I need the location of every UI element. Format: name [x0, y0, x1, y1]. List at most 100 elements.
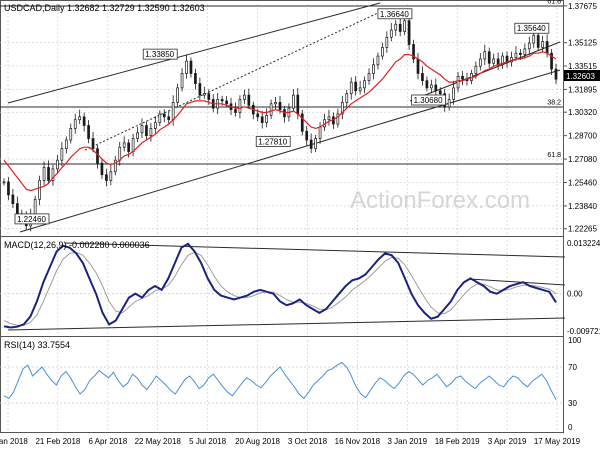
candle-body: [105, 174, 108, 181]
price-y-tick-label: 1.22265: [568, 225, 597, 234]
x-tick-label: 3 Oct 2018: [288, 437, 328, 446]
candle-body: [158, 113, 162, 123]
candle-body: [225, 100, 228, 105]
rsi-panel-title: RSI(14) 33.7554: [4, 340, 70, 350]
annotation-box: [411, 94, 447, 106]
candle-body: [2, 181, 6, 184]
lower-channel-line: [19, 69, 561, 233]
candle-body: [60, 148, 64, 161]
annotation-label: 1.33850: [145, 50, 174, 59]
annotation-label: 1.22460: [17, 215, 46, 224]
price-grid: [0, 4, 563, 234]
candle-body: [292, 94, 295, 109]
candle-body: [514, 52, 518, 58]
rsi-y-tick-label: 30: [568, 399, 577, 408]
price-y-tick-label: 1.31895: [568, 85, 597, 94]
candle-body: [523, 48, 527, 55]
macd-upper-trendline: [64, 242, 566, 258]
candle-body: [145, 125, 148, 136]
candle-body: [309, 139, 313, 149]
candle-body: [100, 162, 104, 176]
candle-body: [38, 180, 41, 200]
candle-body: [501, 55, 504, 66]
candle-body: [56, 159, 59, 170]
macd-panel-frame: [0, 236, 564, 337]
candle-body: [527, 42, 531, 50]
annotation-box: [255, 136, 291, 147]
annotation-box: [514, 22, 550, 34]
rsi-line: [3, 361, 557, 400]
candle-body: [492, 58, 496, 64]
candle-body: [256, 113, 260, 118]
candle-body: [398, 23, 402, 32]
candle-body: [483, 51, 487, 60]
candle-body: [122, 142, 126, 148]
candle-body: [113, 159, 117, 173]
current-price-marker: 1.32603: [564, 70, 600, 81]
candle-body: [118, 146, 122, 161]
candle-body: [554, 68, 558, 80]
candle-body: [336, 113, 340, 125]
x-tick-label: 6 Apr 2018: [88, 437, 127, 446]
candle-body: [327, 116, 331, 121]
rsi-y-tick-label: 100: [568, 336, 582, 345]
candle-body: [51, 168, 55, 181]
candle-body: [69, 128, 73, 141]
candle-body: [425, 80, 429, 89]
candle-body: [407, 20, 411, 45]
candle-body: [154, 122, 157, 129]
price-y-tick-label: 1.37675: [568, 2, 597, 11]
x-tick-labels: 8 Jan 2018 21 Feb 2018 6 Apr 2018 22 May 20…: [0, 437, 581, 446]
macd-line: [3, 242, 557, 329]
x-tick-label: 5 Jul 2018: [189, 437, 226, 446]
x-tick-label: 18 Feb 2019: [435, 437, 480, 446]
rsi-y-tick-labels: 100 70 30 0: [568, 336, 582, 432]
candle-body: [314, 138, 317, 149]
candle-body: [478, 58, 482, 67]
recent-support-line: [409, 41, 561, 102]
price-y-tick-label: 1.27080: [568, 155, 597, 164]
candle-body: [42, 167, 46, 181]
candle-body: [372, 64, 375, 74]
candle-body: [11, 194, 15, 204]
annotation-label: 1.35640: [517, 24, 546, 33]
candle-body: [82, 116, 86, 126]
candle-body: [131, 138, 135, 152]
candle-body: [376, 55, 380, 66]
candle-body: [136, 132, 139, 139]
candle-body: [247, 94, 251, 106]
candle-body: [545, 41, 549, 54]
candle-body: [461, 75, 464, 80]
candle-body: [16, 203, 19, 215]
price-trendlines: [0, 2, 563, 233]
x-tick-label: 8 Jan 2018: [0, 437, 28, 446]
macd-lower-trendline: [7, 317, 566, 331]
candle-body: [430, 84, 433, 89]
price-y-tick-label: 1.23840: [568, 202, 597, 211]
candle-body: [550, 52, 553, 70]
candle-body: [505, 55, 509, 63]
macd-trendlines: [7, 242, 566, 331]
price-y-tick-label: 1.25460: [568, 179, 597, 188]
candle-body: [438, 90, 442, 95]
candle-body: [363, 80, 366, 89]
candle-body: [47, 167, 50, 181]
macd-signal-line: [3, 251, 557, 326]
candle-body: [180, 73, 184, 89]
candle-body: [421, 73, 424, 82]
candle-body: [78, 116, 82, 121]
candle-body: [278, 102, 282, 110]
candle-body: [496, 58, 500, 66]
candle-body: [474, 65, 478, 74]
candle-body: [269, 103, 273, 116]
candle-body: [416, 58, 420, 74]
candle-body: [73, 119, 77, 129]
x-tick-label: 16 Nov 2018: [335, 437, 381, 446]
candle-body: [198, 83, 202, 96]
candle-body: [296, 94, 300, 115]
candle-body: [167, 116, 171, 121]
fib-label: 61.8: [547, 0, 561, 6]
annotation-label: 1.36640: [380, 10, 409, 19]
x-tick-label: 22 May 2018: [135, 437, 182, 446]
candle-body: [305, 130, 309, 141]
